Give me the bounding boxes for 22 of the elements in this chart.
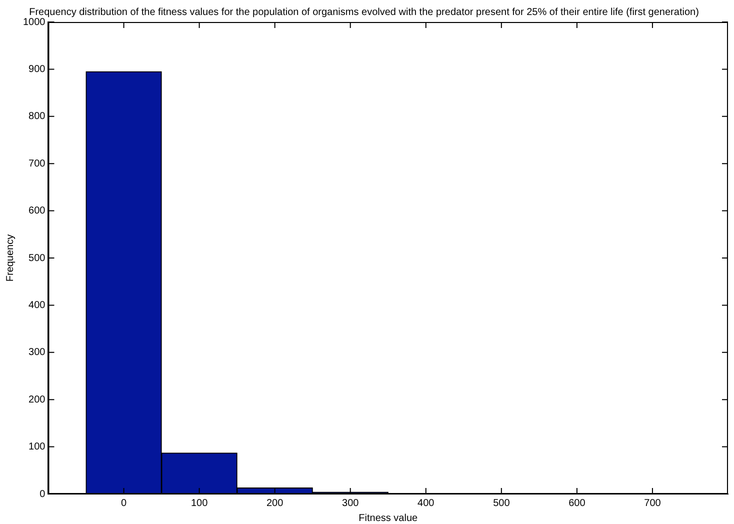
x-tick-label: 500 [493,498,510,509]
y-tick-label: 500 [28,252,46,264]
x-tick-label: 600 [568,498,586,509]
y-tick-label: 300 [28,347,46,358]
x-tick-label: 200 [266,498,284,509]
x-tick-label: 700 [644,498,662,509]
y-axis-title: Frequency [4,234,16,282]
y-tick-label: 100 [28,442,46,453]
y-tick-label: 1000 [22,16,46,28]
x-tick-label: 300 [342,498,360,509]
x-tick-label: 0 [120,498,127,509]
y-tick-label: 600 [28,206,46,217]
y-tick-label: 0 [40,488,46,500]
y-tick-label: 400 [28,300,46,311]
x-axis-title: Fitness value [358,512,418,524]
x-tick-label: 100 [190,498,208,509]
y-tick-label: 800 [28,111,46,122]
chart-title: Frequency distribution of the fitness values for the population of organisms evolved with the predator present for 25% of their entire life (first generation) [29,6,699,18]
y-tick-label: 200 [28,394,46,406]
x-tick-label: 400 [418,498,435,509]
y-tick-label: 700 [28,158,46,170]
y-tick-label: 900 [28,64,46,75]
